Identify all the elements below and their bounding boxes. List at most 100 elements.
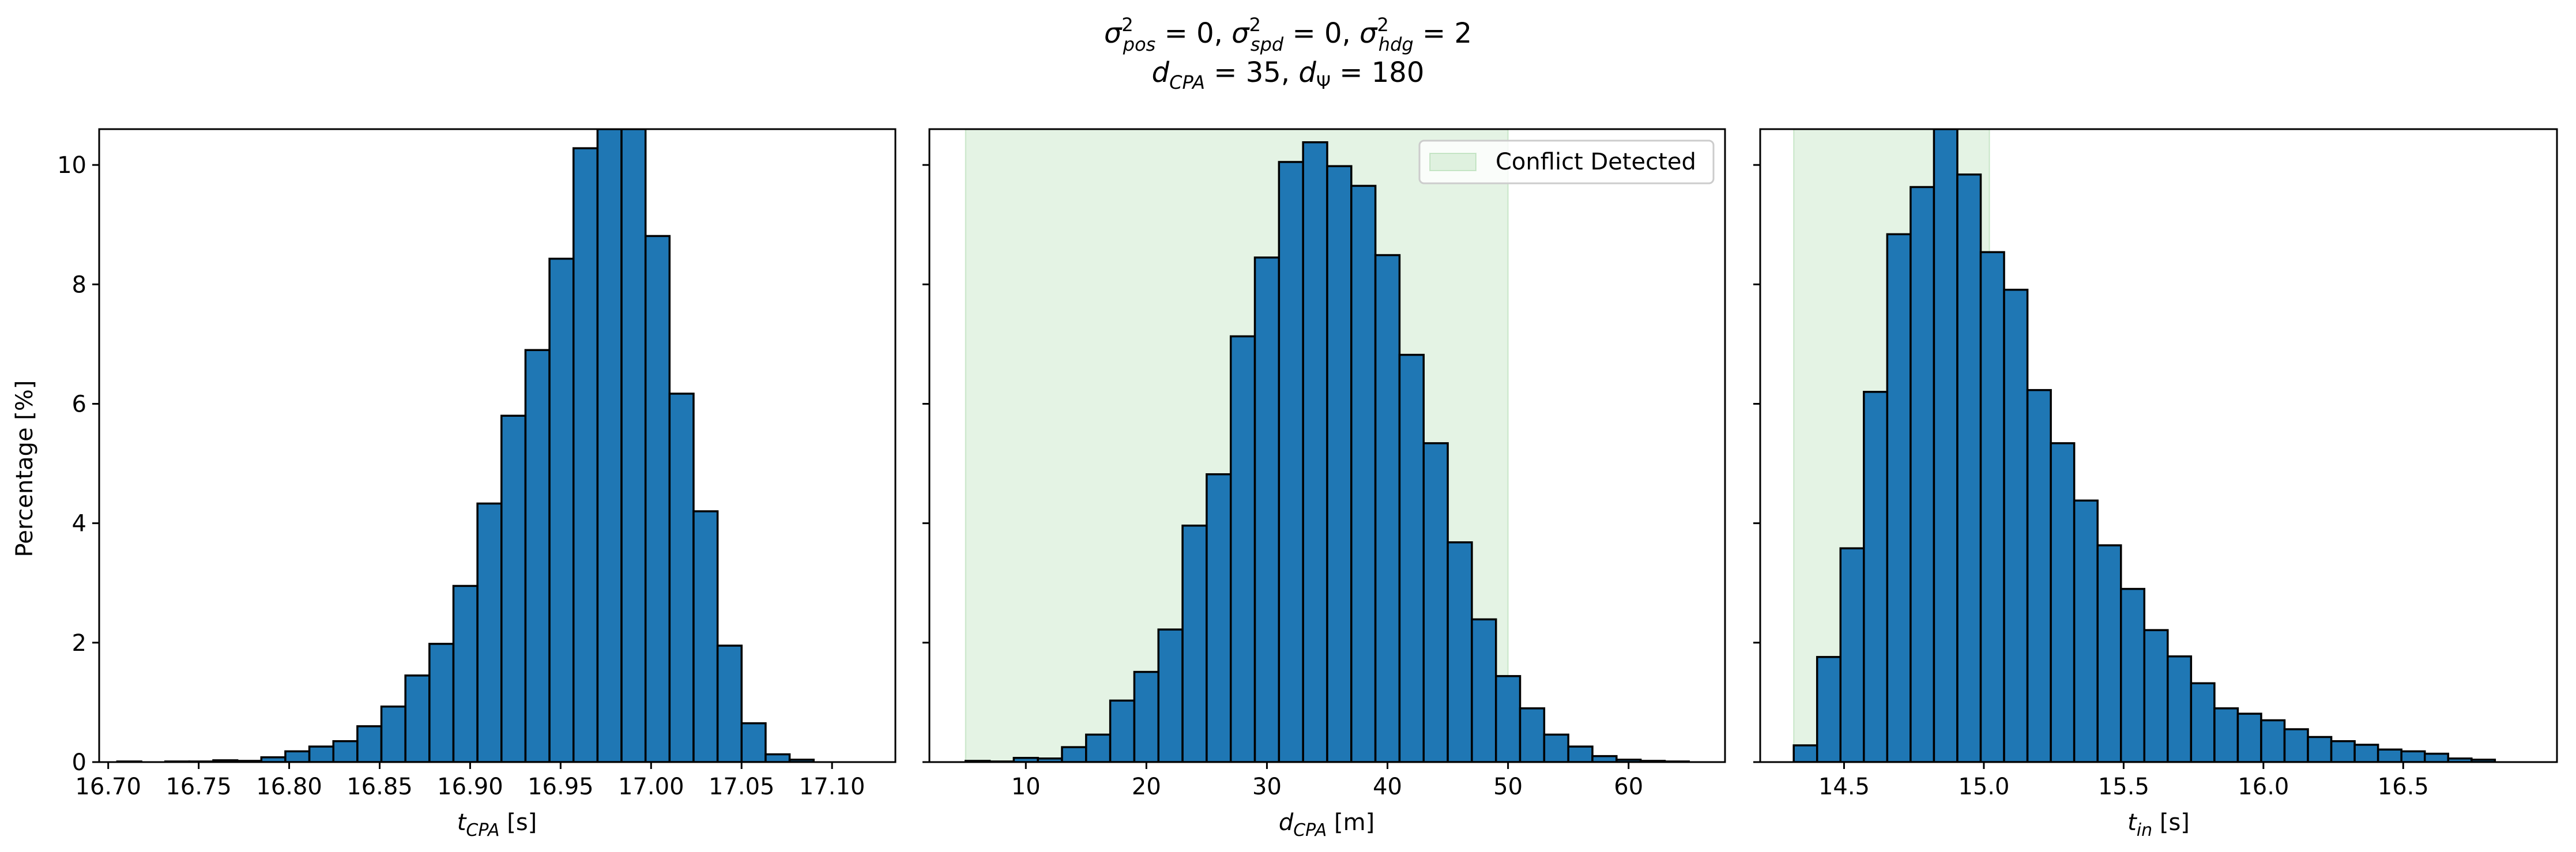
x-tick-label-dcpa: 30 xyxy=(1252,774,1282,800)
bar-tin-3 xyxy=(1863,391,1889,762)
bar-dcpa-6 xyxy=(1109,699,1136,762)
legend-frame xyxy=(1418,140,1715,184)
x-tick-label-dcpa: 40 xyxy=(1373,774,1402,800)
x-tick-label-tcpa: 17.10 xyxy=(799,774,865,800)
x-tick-label-dcpa: 20 xyxy=(1132,774,1161,800)
figure-title-line-2: dCPA = 35, dΨ = 180 xyxy=(1152,56,1425,93)
x-axis-label-dcpa: dCPA [m] xyxy=(1279,809,1374,840)
bar-tcpa-24 xyxy=(692,510,719,762)
bar-dcpa-11 xyxy=(1229,335,1256,762)
bar-tin-20 xyxy=(2260,719,2286,762)
bar-tin-2 xyxy=(1839,547,1865,762)
bar-tin-13 xyxy=(2096,544,2122,762)
bar-tin-11 xyxy=(2050,442,2076,762)
bar-tcpa-17 xyxy=(524,349,551,762)
bar-tin-27 xyxy=(2423,752,2450,762)
bar-tin-4 xyxy=(1886,233,1912,762)
bar-tin-0 xyxy=(1792,744,1818,762)
legend-label: Conflict Detected xyxy=(1496,149,1696,175)
x-axis-label-tin: tin [s] xyxy=(2127,809,2190,840)
axes-frame-tin xyxy=(1759,128,2558,763)
x-axis-label-tcpa: tCPA [s] xyxy=(457,809,537,840)
x-tick-label-tcpa: 16.80 xyxy=(256,774,322,800)
bar-dcpa-14 xyxy=(1302,141,1328,762)
bar-tcpa-7 xyxy=(284,750,311,762)
bar-tin-14 xyxy=(2119,587,2146,762)
bar-tin-12 xyxy=(2073,499,2099,762)
bar-tin-23 xyxy=(2330,740,2356,762)
bar-tin-17 xyxy=(2190,682,2216,762)
x-tick-label-tcpa: 16.75 xyxy=(165,774,232,800)
y-tick-label: 0 xyxy=(72,749,86,776)
bar-tin-7 xyxy=(1956,173,1982,762)
bar-tcpa-26 xyxy=(740,722,767,762)
panel-tcpa: 0 2 4 6 8 10 16.70 16.75 16.80 16.85 16.90 16.95 17.… xyxy=(57,128,897,800)
bar-dcpa-13 xyxy=(1278,161,1304,762)
bar-tcpa-8 xyxy=(308,745,334,762)
bar-tin-6 xyxy=(1933,129,1959,762)
legend-swatch xyxy=(1429,153,1477,171)
y-tick-label: 10 xyxy=(57,152,86,179)
bar-tcpa-22 xyxy=(644,235,671,762)
x-tick-label-tcpa: 17.05 xyxy=(709,774,775,800)
bar-tcpa-10 xyxy=(356,725,383,762)
bar-tin-5 xyxy=(1910,186,1935,762)
bar-tin-25 xyxy=(2377,748,2402,762)
bar-tin-21 xyxy=(2283,728,2309,762)
bar-tin-10 xyxy=(2026,389,2052,762)
x-tick-label-tcpa: 16.95 xyxy=(528,774,594,800)
bar-tcpa-18 xyxy=(548,258,575,762)
bar-dcpa-8 xyxy=(1157,628,1184,762)
x-tick-label-dcpa: 10 xyxy=(1011,774,1041,800)
x-tick-label-tcpa: 17.00 xyxy=(618,774,684,800)
bar-tin-18 xyxy=(2213,707,2239,762)
x-tick-label-tin: 16.5 xyxy=(2378,774,2429,800)
panel-dcpa: 10 20 30 40 50 60 xyxy=(922,128,1726,800)
x-tick-label-dcpa: 60 xyxy=(1614,774,1643,800)
bar-dcpa-9 xyxy=(1181,525,1208,762)
bar-tcpa-23 xyxy=(668,393,695,762)
bar-tin-1 xyxy=(1816,655,1842,762)
bar-tcpa-9 xyxy=(332,740,359,762)
bar-dcpa-10 xyxy=(1206,473,1232,762)
y-tick-label: 2 xyxy=(72,630,86,657)
x-tick-label-tin: 15.5 xyxy=(2098,774,2149,800)
bars-dcpa xyxy=(964,141,1690,762)
bar-dcpa-22 xyxy=(1494,675,1522,762)
bar-dcpa-15 xyxy=(1326,165,1353,762)
bar-tcpa-21 xyxy=(620,129,647,762)
bar-dcpa-18 xyxy=(1398,353,1425,762)
axes-frame-tcpa xyxy=(98,128,897,763)
bar-dcpa-20 xyxy=(1447,541,1473,762)
y-tick-label: 8 xyxy=(72,272,86,298)
bar-tin-9 xyxy=(2003,288,2029,762)
x-tick-label-tcpa: 16.85 xyxy=(347,774,413,800)
x-tick-label-tcpa: 16.70 xyxy=(75,774,141,800)
bar-tcpa-15 xyxy=(476,502,503,762)
bar-dcpa-24 xyxy=(1543,733,1569,762)
bar-dcpa-23 xyxy=(1519,707,1546,762)
bar-tcpa-12 xyxy=(404,674,431,762)
bar-dcpa-17 xyxy=(1374,254,1401,762)
panel-tin: 14.5 15.0 15.5 16.0 16.5 xyxy=(1753,128,2558,800)
x-tick-label-tin: 15.0 xyxy=(1958,774,2009,800)
bar-dcpa-25 xyxy=(1567,745,1594,762)
bar-dcpa-16 xyxy=(1350,184,1377,762)
bar-tin-22 xyxy=(2307,736,2333,762)
bar-dcpa-26 xyxy=(1591,755,1618,762)
bar-tin-15 xyxy=(2143,629,2169,762)
bar-tcpa-13 xyxy=(428,643,455,762)
y-tick-label: 4 xyxy=(72,511,86,537)
x-tick-label-dcpa: 50 xyxy=(1493,774,1523,800)
bar-tin-19 xyxy=(2236,712,2262,762)
bar-tin-26 xyxy=(2400,750,2426,762)
bar-dcpa-12 xyxy=(1253,256,1281,762)
x-tick-label-tin: 14.5 xyxy=(1818,774,1870,800)
bar-tcpa-19 xyxy=(572,147,599,762)
y-tick-label: 6 xyxy=(72,391,86,417)
axes-frame-dcpa xyxy=(928,128,1726,763)
x-tick-label-tcpa: 16.90 xyxy=(437,774,503,800)
bar-tin-8 xyxy=(1979,251,2005,762)
bar-dcpa-21 xyxy=(1471,618,1497,762)
bar-tin-16 xyxy=(2167,655,2193,762)
